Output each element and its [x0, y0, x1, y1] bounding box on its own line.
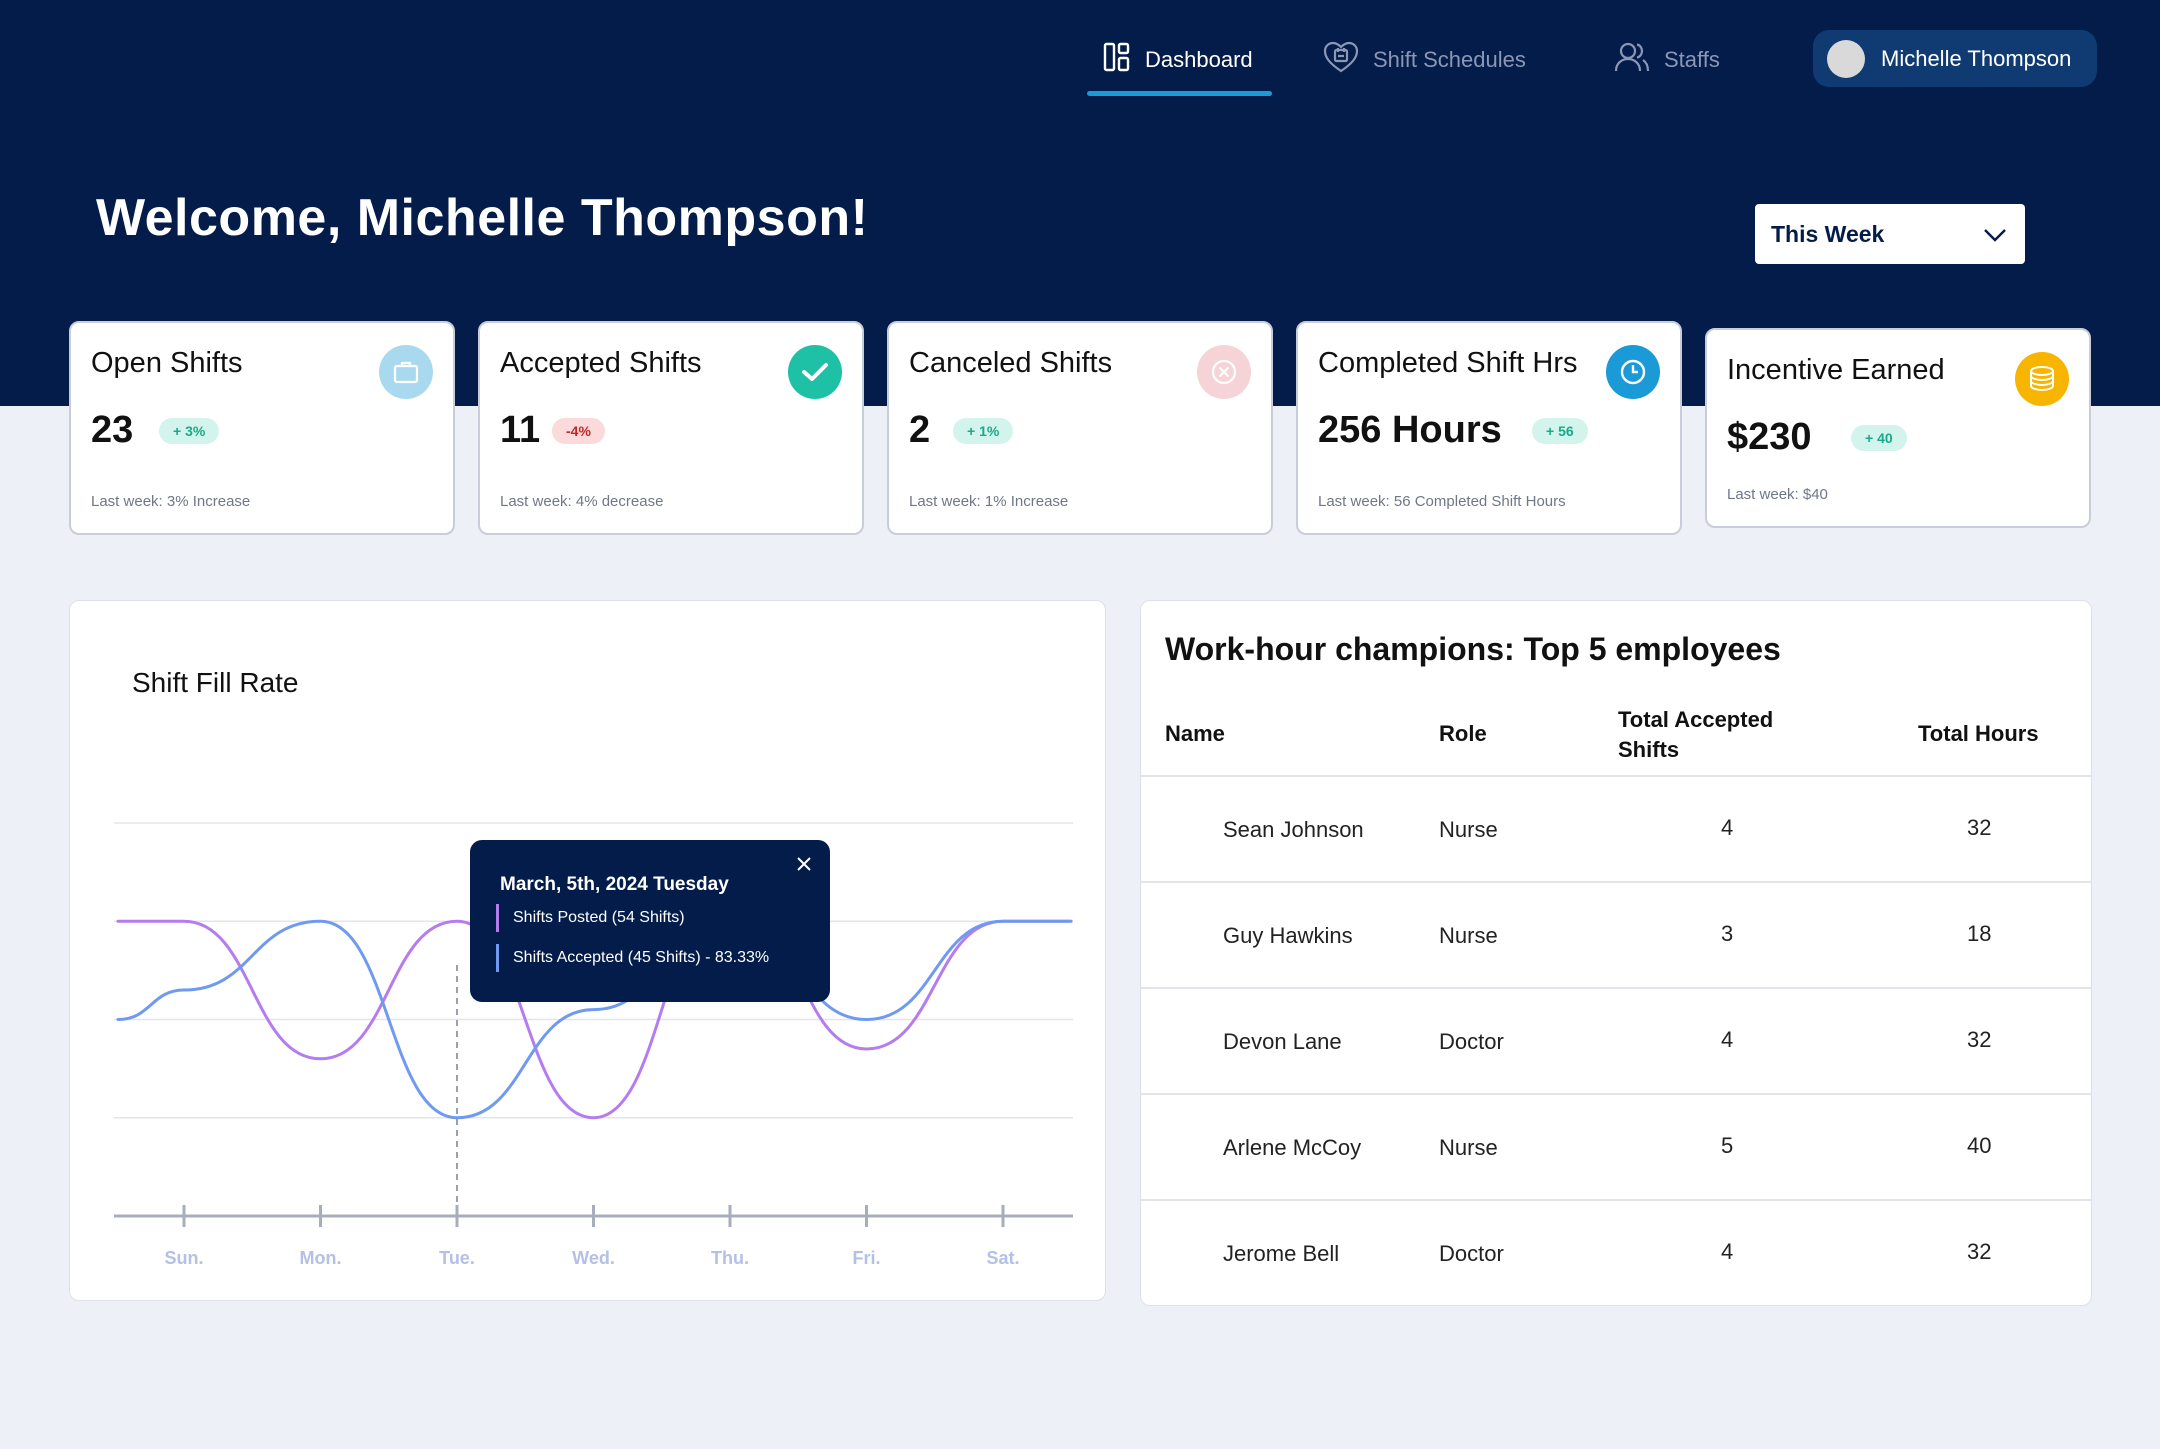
employee-role: Nurse [1439, 817, 1498, 842]
tooltip-title: March, 5th, 2024 Tuesday [500, 874, 729, 895]
top-employees-panel: Work-hour champions: Top 5 employees Nam… [1140, 600, 2092, 1306]
page-title: Welcome, Michelle Thompson! [96, 189, 869, 247]
chart-tooltip: March, 5th, 2024 Tuesday Shifts Posted (… [470, 840, 830, 1002]
stat-card-canceled-shifts[interactable]: Canceled Shifts 2 + 1% Last week: 1% Inc… [887, 321, 1273, 535]
employee-role: Doctor [1439, 1241, 1504, 1266]
user-name: Michelle Thompson [1881, 45, 2072, 71]
check-icon [788, 345, 842, 399]
card-title: Open Shifts [91, 347, 243, 379]
card-value: $230 [1727, 416, 1812, 458]
trend-badge: + 56 [1532, 418, 1588, 444]
table-row[interactable]: Jerome Bell Doctor 4 32 [1141, 1199, 2091, 1305]
card-value: 256 Hours [1318, 409, 1502, 451]
nav-label: Shift Schedules [1373, 47, 1526, 72]
trend-badge: + 40 [1851, 425, 1907, 451]
accepted-shifts: 4 [1721, 815, 1734, 840]
calendar-heart-icon [1323, 41, 1359, 79]
card-note: Last week: 3% Increase [91, 493, 251, 510]
stat-card-completed-hours[interactable]: Completed Shift Hrs 256 Hours + 56 Last … [1296, 321, 1682, 535]
x-tick-label: Tue. [439, 1248, 475, 1268]
card-note: Last week: 56 Completed Shift Hours [1318, 493, 1566, 510]
stat-card-open-shifts[interactable]: Open Shifts 23 + 3% Last week: 3% Increa… [69, 321, 455, 535]
total-hours: 32 [1967, 1027, 1992, 1052]
stat-card-accepted-shifts[interactable]: Accepted Shifts 11 -4% Last week: 4% dec… [478, 321, 864, 535]
x-tick-label: Sun. [165, 1248, 204, 1268]
chevron-down-icon [1983, 221, 2007, 248]
nav-label: Dashboard [1145, 47, 1253, 72]
user-menu-button[interactable]: Michelle Thompson [1813, 30, 2097, 87]
avatar [1827, 39, 1865, 78]
card-note: Last week: 4% decrease [500, 493, 664, 510]
period-select[interactable]: This Week [1755, 204, 2025, 264]
shift-fill-rate-chart: Sun. Mon. Tue. Wed. Thu. Fri. Sat. [114, 822, 1073, 1268]
table-title: Work-hour champions: Top 5 employees [1165, 631, 1781, 667]
cancel-icon [1197, 345, 1251, 399]
employee-name: Guy Hawkins [1223, 923, 1353, 948]
accepted-shifts: 5 [1721, 1133, 1734, 1158]
card-title: Accepted Shifts [500, 347, 702, 379]
coins-icon [2015, 352, 2069, 406]
trend-badge: + 1% [953, 418, 1014, 444]
chart-title: Shift Fill Rate [132, 667, 299, 698]
tooltip-posted: Shifts Posted (54 Shifts) [496, 904, 685, 932]
nav-shift-schedules[interactable]: Shift Schedules [1323, 40, 1526, 80]
accepted-shifts: 4 [1721, 1027, 1734, 1052]
briefcase-icon [379, 345, 433, 399]
trend-badge: -4% [552, 418, 605, 444]
employee-name: Sean Johnson [1223, 817, 1364, 842]
column-header-name[interactable]: Name [1165, 721, 1225, 746]
clock-icon [1606, 345, 1660, 399]
active-tab-indicator [1087, 91, 1272, 96]
stat-card-incentive[interactable]: Incentive Earned $230 + 40 Last week: $4… [1705, 328, 2091, 528]
employee-role: Nurse [1439, 1135, 1498, 1160]
nav-staffs[interactable]: Staffs [1614, 40, 1720, 80]
x-tick-label: Thu. [711, 1248, 749, 1268]
card-title: Canceled Shifts [909, 347, 1113, 379]
nav-dashboard[interactable]: Dashboard [1103, 40, 1253, 80]
period-select-value: This Week [1771, 220, 1885, 247]
column-header-shifts[interactable]: Total Accepted Shifts [1618, 707, 1774, 762]
table-row[interactable]: Guy Hawkins Nurse 3 18 [1141, 881, 2091, 987]
accepted-shifts: 3 [1721, 921, 1734, 946]
x-tick-label: Sat. [986, 1248, 1019, 1268]
nav-label: Staffs [1664, 47, 1720, 72]
close-icon[interactable] [796, 852, 812, 878]
tooltip-accepted: Shifts Accepted (45 Shifts) - 83.33% [496, 944, 769, 972]
card-value: 23 [91, 409, 134, 451]
table-row[interactable]: Sean Johnson Nurse 4 32 [1141, 775, 2091, 881]
total-hours: 40 [1967, 1133, 1992, 1158]
table-row[interactable]: Arlene McCoy Nurse 5 40 [1141, 1093, 2091, 1199]
x-tick-label: Wed. [572, 1248, 615, 1268]
card-value: 11 [500, 409, 541, 451]
x-tick-label: Mon. [300, 1248, 342, 1268]
employee-role: Nurse [1439, 923, 1498, 948]
card-note: Last week: $40 [1727, 486, 1828, 503]
card-value: 2 [909, 409, 931, 451]
dashboard-icon [1103, 42, 1131, 78]
accepted-shifts: 4 [1721, 1239, 1734, 1264]
employee-name: Arlene McCoy [1223, 1135, 1362, 1160]
column-header-role[interactable]: Role [1439, 721, 1487, 746]
card-note: Last week: 1% Increase [909, 493, 1069, 510]
total-hours: 32 [1967, 1239, 1992, 1264]
table-row[interactable]: Devon Lane Doctor 4 32 [1141, 987, 2091, 1093]
employee-name: Jerome Bell [1223, 1241, 1340, 1266]
card-title: Incentive Earned [1727, 354, 1945, 386]
column-header-hours[interactable]: Total Hours [1918, 721, 2039, 746]
employee-role: Doctor [1439, 1029, 1504, 1054]
x-tick-label: Fri. [852, 1248, 880, 1268]
total-hours: 18 [1967, 921, 1992, 946]
users-icon [1614, 41, 1650, 79]
employee-name: Devon Lane [1223, 1029, 1342, 1054]
trend-badge: + 3% [159, 418, 220, 444]
card-title: Completed Shift Hrs [1318, 347, 1578, 379]
series-line-1 [116, 919, 1073, 1120]
total-hours: 32 [1967, 815, 1992, 840]
